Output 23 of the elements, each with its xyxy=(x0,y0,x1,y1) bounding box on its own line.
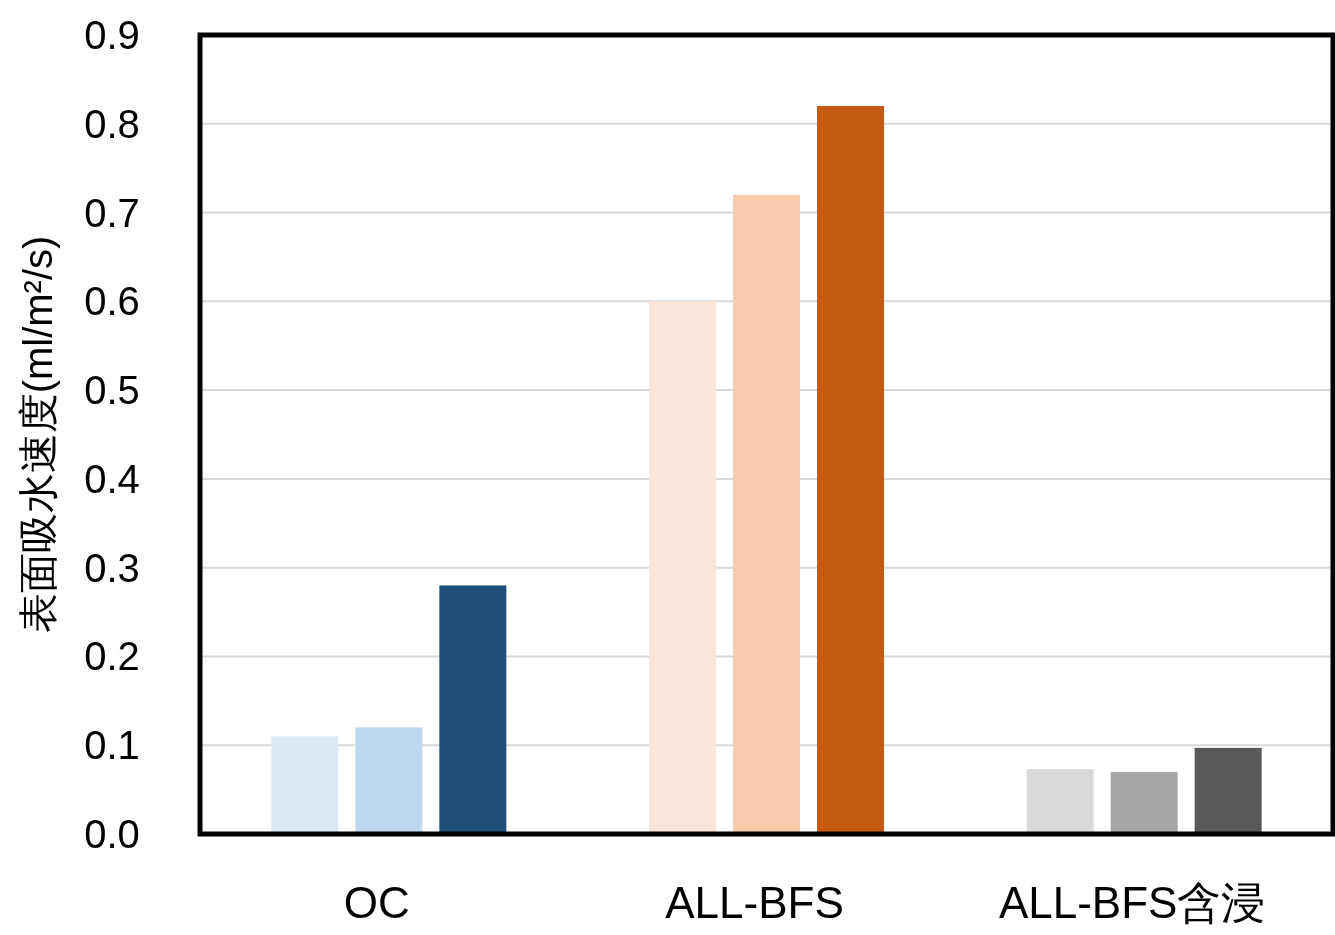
x-tick-label: OC xyxy=(343,878,410,927)
bar xyxy=(649,301,716,834)
x-tick-label: ALL-BFS含浸 xyxy=(998,878,1266,927)
bar xyxy=(1194,747,1262,834)
y-tick-label: 0.1 xyxy=(84,723,140,768)
y-axis-title: 表面吸水速度(ml/m²/s) xyxy=(16,235,60,634)
y-tick-label: 0.8 xyxy=(84,101,140,146)
bar xyxy=(817,106,884,834)
y-tick-label: 0.7 xyxy=(84,190,140,235)
y-tick-label: 0.9 xyxy=(84,13,140,57)
y-tick-label: 0.6 xyxy=(84,279,140,324)
y-tick-label: 0.4 xyxy=(84,456,140,501)
x-tick-label: ALL-BFS xyxy=(665,878,844,927)
y-tick-label: 0.3 xyxy=(84,545,140,590)
bar xyxy=(1026,769,1094,834)
bar xyxy=(1110,771,1178,834)
bar xyxy=(439,585,507,834)
bar xyxy=(355,727,423,834)
y-tick-label: 0.5 xyxy=(84,368,140,413)
bar xyxy=(733,194,800,834)
y-tick-label: 0.0 xyxy=(84,812,140,856)
y-tick-label: 0.2 xyxy=(84,634,140,679)
bar xyxy=(271,736,339,834)
